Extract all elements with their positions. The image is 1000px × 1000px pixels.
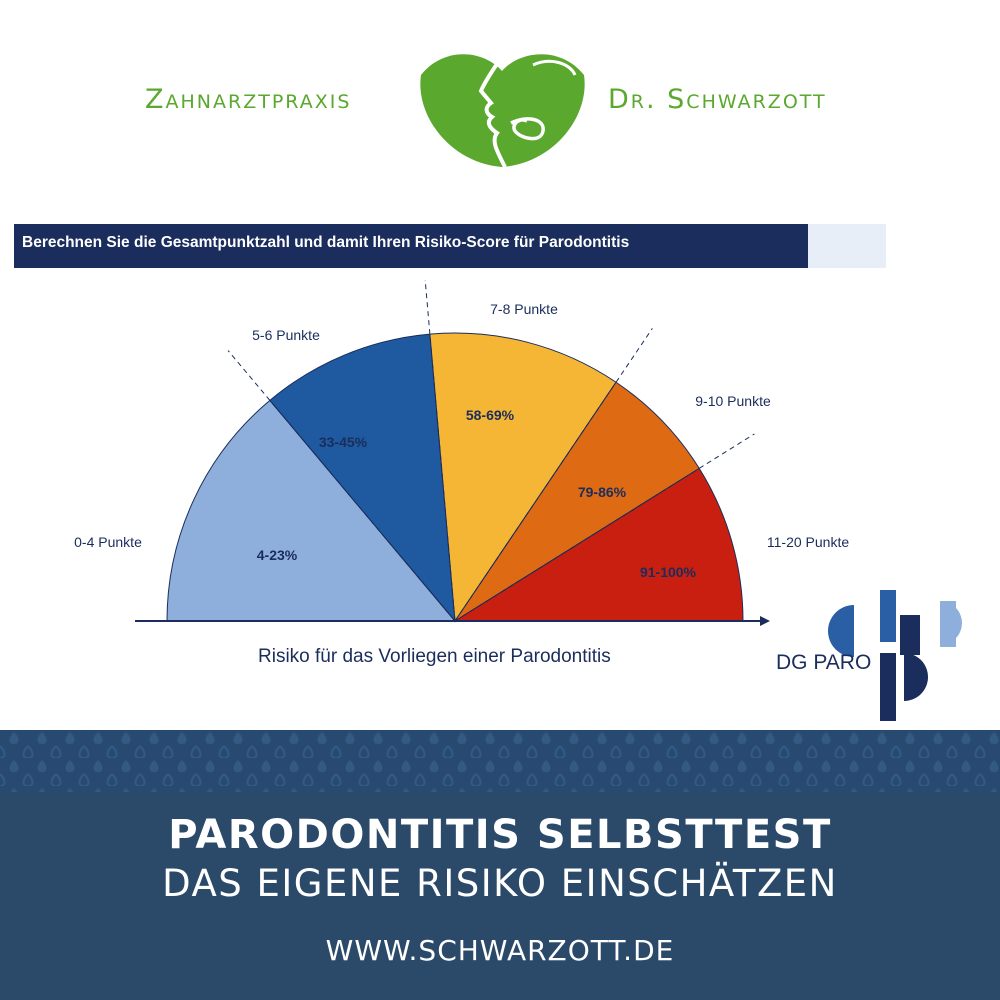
chart-title-bar-tail <box>808 224 886 268</box>
chart-divider-line <box>454 433 755 622</box>
chart-value-label: 4-23% <box>257 547 298 563</box>
chart-divider-line <box>454 328 653 622</box>
pattern-band <box>0 730 1000 792</box>
dg-paro-logo-icon <box>828 590 962 721</box>
chart-segment-4 <box>454 381 700 622</box>
chart-value-label: 91-100% <box>640 564 697 580</box>
dg-paro-label: DG PARO <box>776 651 872 674</box>
chart-baseline-axis <box>135 616 770 626</box>
chart-category-label: 11-20 Punkte <box>767 534 849 550</box>
chart-divider-line <box>424 280 456 622</box>
chart-segment-dividers <box>227 280 755 622</box>
footer-website-link[interactable]: WWW.SCHWARZOTT.DE <box>325 934 675 967</box>
footer-band <box>0 792 1000 1000</box>
chart-category-label: 7-8 Punkte <box>490 301 558 317</box>
chart-category-label: 5-6 Punkte <box>252 327 320 343</box>
chart-segment-1 <box>166 399 457 622</box>
chart-x-axis-label: Risiko für das Vorliegen einer Parodonti… <box>258 646 611 667</box>
chart-segments <box>166 332 744 623</box>
tooth-profile-logo-icon <box>420 53 585 168</box>
chart-value-label: 79-86% <box>578 484 627 500</box>
chart-divider-line <box>227 350 456 622</box>
chart-value-labels: 4-23% 33-45% 58-69% 79-86% 91-100% <box>257 407 697 580</box>
chart-title-bar <box>14 224 808 268</box>
practice-name-right: Dr. Schwarzott <box>608 84 827 115</box>
chart-category-label: 0-4 Punkte <box>74 534 142 550</box>
chart-segment-3 <box>429 332 617 623</box>
chart-category-labels: 0-4 Punkte 5-6 Punkte 7-8 Punkte 9-10 Punkt… <box>74 301 849 550</box>
risk-semicircle-chart: 4-23% 33-45% 58-69% 79-86% 91-100% 0-4 Punkt… <box>74 280 849 626</box>
chart-title: Berechnen Sie die Gesamtpunktzahl und da… <box>22 234 630 251</box>
chart-category-label: 9-10 Punkte <box>695 393 771 409</box>
chart-segment-5 <box>453 467 744 622</box>
chart-value-label: 58-69% <box>466 407 515 423</box>
chart-segment-2 <box>269 333 456 623</box>
chart-value-label: 33-45% <box>319 434 368 450</box>
footer-headline: PARODONTITIS SELBSTTEST <box>168 812 832 858</box>
footer-subheadline: DAS EIGENE RISIKO EINSCHÄTZEN <box>162 862 838 905</box>
practice-name-left: Zahnarztpraxis <box>145 84 352 115</box>
